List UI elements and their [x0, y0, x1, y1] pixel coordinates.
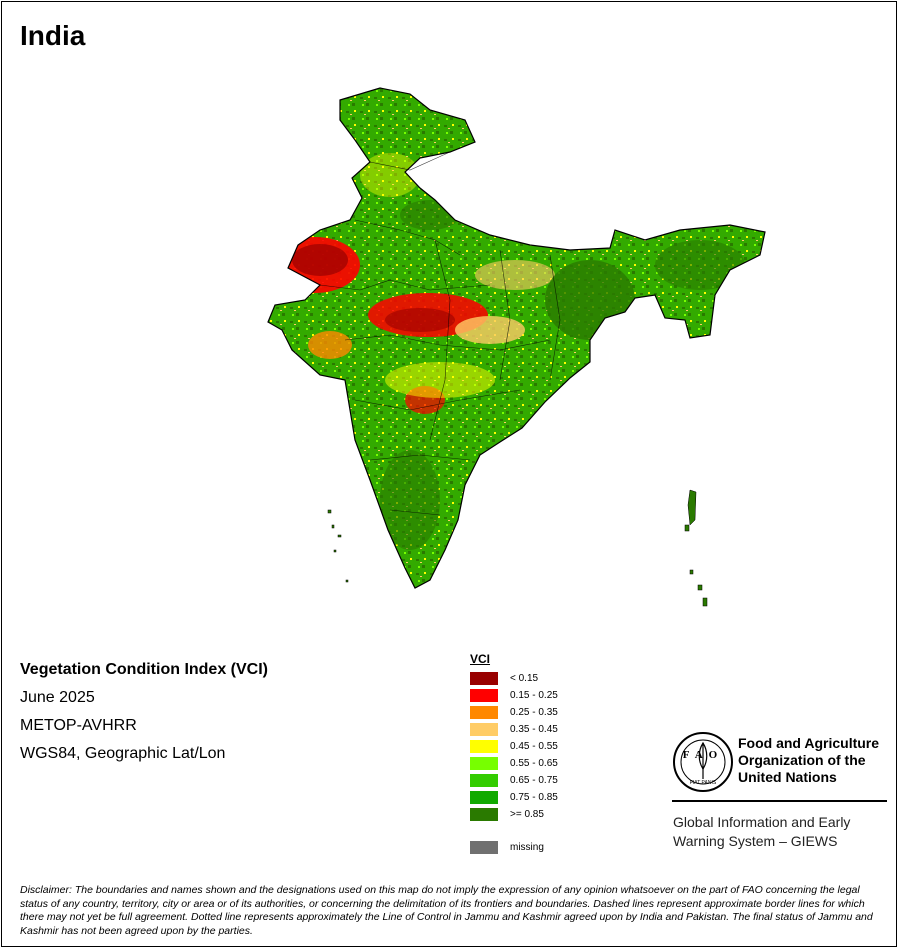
- sensor: METOP-AVHRR: [20, 717, 137, 734]
- legend-row-missing: missing: [470, 839, 558, 856]
- legend-swatch-missing: [470, 841, 498, 854]
- legend-row: >= 0.85: [470, 806, 558, 823]
- legend-label-missing: missing: [510, 842, 544, 853]
- legend-row: 0.35 - 0.45: [470, 721, 558, 738]
- legend-row: 0.65 - 0.75: [470, 772, 558, 789]
- legend-swatch: [470, 706, 498, 719]
- fao-logo-letters: FAO: [683, 749, 723, 761]
- fao-name-line1: Food and Agriculture: [738, 735, 880, 751]
- legend-row: 0.15 - 0.25: [470, 687, 558, 704]
- legend-title: VCI: [470, 652, 491, 666]
- legend-label: 0.75 - 0.85: [510, 792, 558, 803]
- giews-name: Global Information and Early Warning Sys…: [673, 813, 850, 851]
- legend-swatch: [470, 689, 498, 702]
- divider: [672, 800, 887, 802]
- legend-row: < 0.15: [470, 670, 558, 687]
- fao-name-line3: United Nations: [738, 769, 837, 785]
- giews-line2: Warning System – GIEWS: [673, 833, 838, 849]
- legend-swatch: [470, 740, 498, 753]
- legend-row: 0.55 - 0.65: [470, 755, 558, 772]
- legend-swatch: [470, 723, 498, 736]
- legend-label: 0.45 - 0.55: [510, 741, 558, 752]
- legend-row: 0.45 - 0.55: [470, 738, 558, 755]
- projection: WGS84, Geographic Lat/Lon: [20, 745, 226, 762]
- legend-label: 0.55 - 0.65: [510, 758, 558, 769]
- vci-legend: VCI < 0.15 0.15 - 0.25 0.25 - 0.35 0.35 - 0…: [470, 652, 558, 856]
- legend-swatch: [470, 672, 498, 685]
- fao-name: Food and Agriculture Organization of the…: [738, 735, 879, 786]
- legend-label: < 0.15: [510, 673, 539, 684]
- legend-label: 0.65 - 0.75: [510, 775, 558, 786]
- map-title: India: [20, 20, 86, 51]
- legend-label: >= 0.85: [510, 809, 544, 820]
- legend-label: 0.35 - 0.45: [510, 724, 558, 735]
- fao-logo-icon: FAO FIAT PANIS: [673, 732, 733, 792]
- legend-label: 0.25 - 0.35: [510, 707, 558, 718]
- disclaimer: Disclaimer: The boundaries and names sho…: [20, 884, 873, 937]
- legend-swatch: [470, 808, 498, 821]
- legend-swatch: [470, 757, 498, 770]
- legend-row: 0.75 - 0.85: [470, 789, 558, 806]
- legend-classes: < 0.15 0.15 - 0.25 0.25 - 0.35 0.35 - 0.45 0…: [470, 670, 558, 823]
- fao-logo-motto: FIAT PANIS: [690, 780, 717, 786]
- legend-swatch: [470, 791, 498, 804]
- legend-swatch: [470, 774, 498, 787]
- fao-name-line2: Organization of the: [738, 752, 866, 768]
- index-name: Vegetation Condition Index (VCI): [20, 661, 268, 678]
- period: June 2025: [20, 689, 95, 706]
- legend-row: 0.25 - 0.35: [470, 704, 558, 721]
- map-info: Vegetation Condition Index (VCI) June 20…: [20, 656, 268, 768]
- giews-line1: Global Information and Early: [673, 814, 851, 830]
- vci-map: [267, 87, 766, 607]
- legend-label: 0.15 - 0.25: [510, 690, 558, 701]
